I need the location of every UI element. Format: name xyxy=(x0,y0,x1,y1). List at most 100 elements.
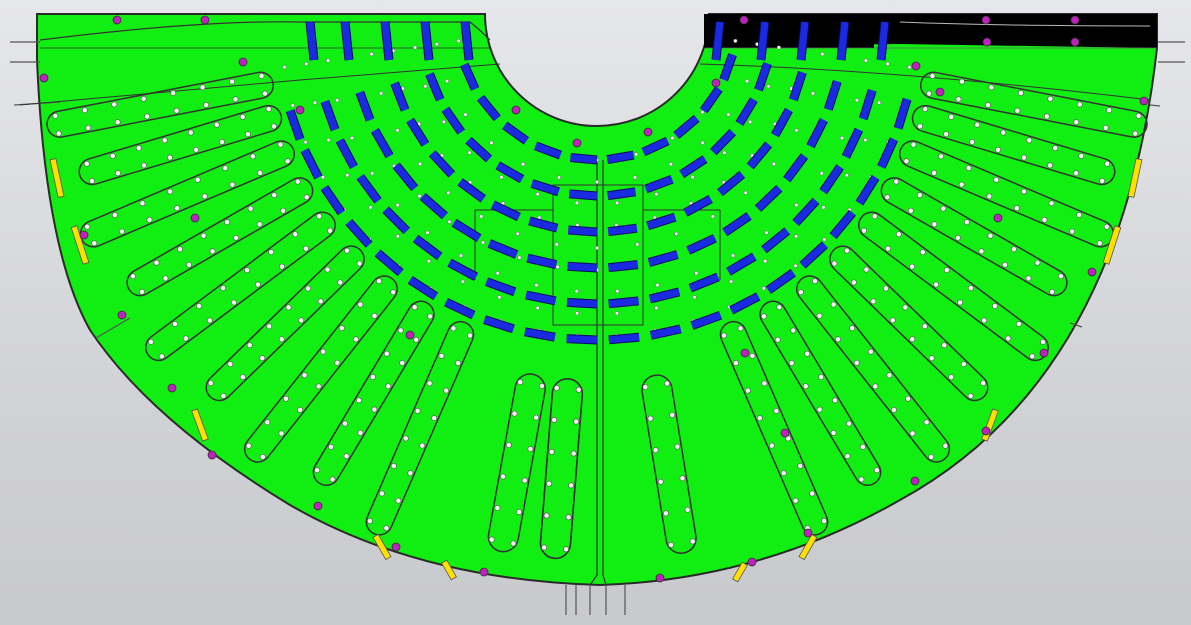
via-dot xyxy=(316,213,323,220)
blue-segment xyxy=(502,122,529,144)
via-dot xyxy=(257,170,263,176)
via-dot xyxy=(209,248,216,255)
dot xyxy=(320,175,325,180)
blue-column xyxy=(757,21,769,61)
dot xyxy=(844,173,849,178)
magenta-hole xyxy=(405,330,415,340)
via-dot xyxy=(893,178,900,185)
magenta-hole xyxy=(747,557,757,567)
via-dot xyxy=(933,281,940,288)
via-dot xyxy=(279,263,285,270)
via-dot xyxy=(792,497,799,504)
via-dot xyxy=(664,380,670,387)
dot xyxy=(426,259,431,264)
via-dot xyxy=(942,442,949,449)
blue-column xyxy=(341,21,353,61)
via-dot xyxy=(500,473,507,480)
via-dot xyxy=(1000,129,1007,136)
via-dot xyxy=(334,359,341,366)
blue-segment xyxy=(528,217,559,232)
via-dot xyxy=(926,90,932,97)
via-dot xyxy=(343,453,350,460)
via-dot xyxy=(744,387,751,394)
via-dot xyxy=(776,304,783,311)
loop-channel xyxy=(641,374,697,554)
via-dot xyxy=(196,303,202,309)
blue-segment xyxy=(690,311,722,329)
dot xyxy=(434,42,439,47)
via-dot xyxy=(873,467,880,474)
dot xyxy=(761,286,766,291)
via-dot xyxy=(541,544,548,551)
via-dot xyxy=(413,336,420,343)
blue-segment xyxy=(722,213,752,236)
blue-segment xyxy=(429,150,455,177)
via-dot xyxy=(909,263,915,270)
dot xyxy=(722,150,727,155)
dot xyxy=(554,242,559,247)
loop-channel xyxy=(145,211,336,362)
magenta-hole xyxy=(313,501,323,511)
dot xyxy=(635,242,640,247)
via-dot xyxy=(219,139,225,145)
dot xyxy=(517,255,522,260)
via-dot xyxy=(1103,223,1110,230)
blue-segment xyxy=(790,71,806,101)
via-dot xyxy=(115,170,121,177)
dot xyxy=(821,205,826,210)
blue-segment xyxy=(483,316,515,333)
blue-segment xyxy=(336,138,357,169)
via-dot xyxy=(268,249,275,256)
via-dot xyxy=(987,232,994,239)
via-dot xyxy=(199,84,206,91)
blue-segment xyxy=(683,195,713,216)
blue-segment xyxy=(729,293,760,314)
magenta-hole xyxy=(117,310,127,320)
yellow-marker-bar xyxy=(1102,225,1122,265)
dot xyxy=(632,175,638,180)
blue-segment xyxy=(736,97,757,126)
via-dot xyxy=(262,90,268,97)
magenta-hole xyxy=(1039,348,1049,358)
blue-segment xyxy=(755,62,771,92)
via-dot xyxy=(399,360,406,366)
dot xyxy=(425,230,430,235)
yellow-markers xyxy=(49,158,1143,583)
via-dot xyxy=(849,325,856,332)
via-dot xyxy=(338,325,345,332)
magenta-hole xyxy=(739,15,749,25)
via-dot xyxy=(575,386,582,393)
blue-segment xyxy=(526,254,557,269)
central-spine xyxy=(589,160,598,586)
via-dot xyxy=(958,181,965,188)
via-dot xyxy=(443,387,450,394)
blue-segments xyxy=(285,21,912,345)
via-dot xyxy=(1076,212,1083,218)
via-dot xyxy=(923,419,930,426)
blue-segment xyxy=(608,333,640,344)
dot xyxy=(312,100,317,105)
via-dot xyxy=(863,266,870,273)
via-dot xyxy=(407,470,414,477)
magenta-hole xyxy=(655,573,665,583)
loop-outline xyxy=(911,104,1116,186)
loop-outline xyxy=(145,211,336,362)
blue-segment xyxy=(301,148,322,179)
dot xyxy=(460,279,465,284)
blue-segment xyxy=(783,153,808,182)
via-dot xyxy=(821,518,827,524)
via-dot xyxy=(1014,107,1021,114)
via-dot xyxy=(357,429,364,436)
blue-segment xyxy=(356,91,374,122)
via-dot xyxy=(328,443,334,450)
blue-segment xyxy=(646,213,677,230)
magenta-hole xyxy=(981,15,991,25)
magenta-hole xyxy=(479,567,489,577)
via-dot xyxy=(986,193,993,200)
blue-segment xyxy=(487,240,518,258)
via-dot xyxy=(1034,259,1041,266)
via-dot xyxy=(797,463,804,469)
via-dot xyxy=(356,397,362,404)
magenta-hole xyxy=(207,450,217,460)
via-dot xyxy=(200,232,207,239)
